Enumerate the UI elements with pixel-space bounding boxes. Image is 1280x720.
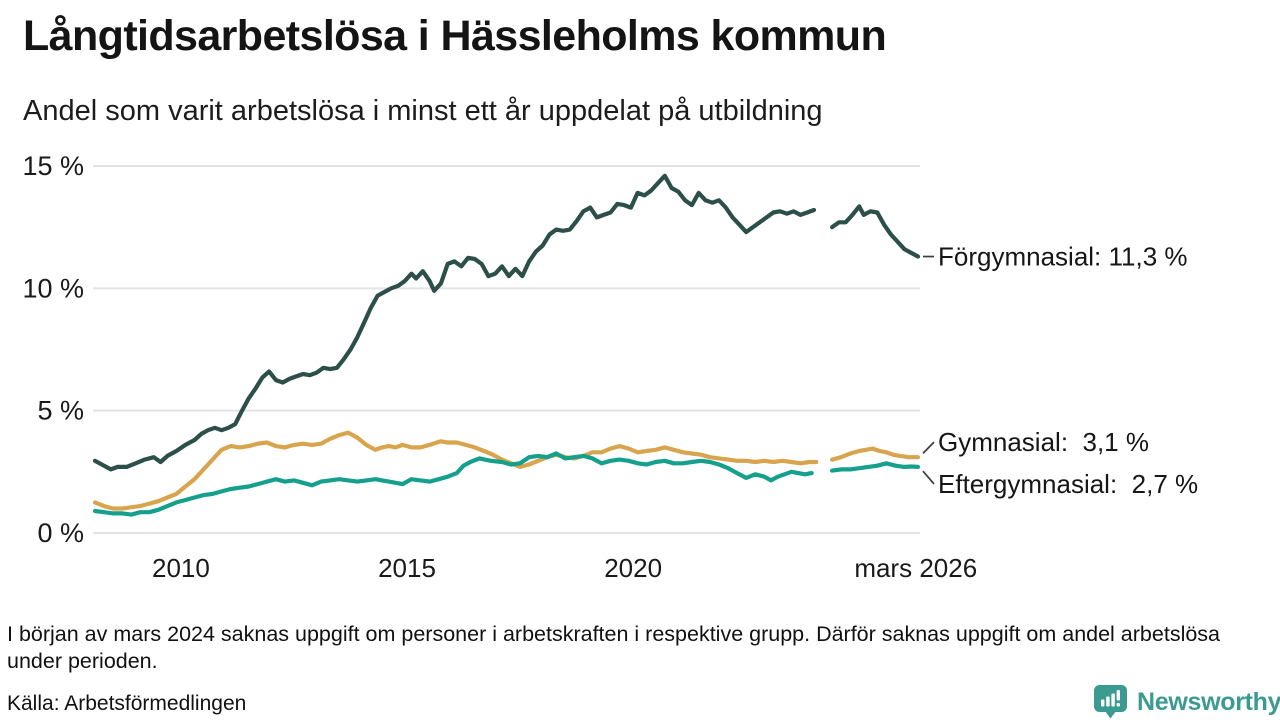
line-chart: 0 % 5 % 10 % 15 % 2010 2015 2020 mars 2026 Förgy…	[22, 151, 1198, 583]
series-line-eftergymnasial	[92, 451, 814, 517]
page-title: Långtidsarbetslösa i Hässleholms kommun	[23, 12, 887, 60]
x-axis-tick-label: mars 2026	[854, 553, 977, 583]
x-axis-tick-label: 2010	[152, 553, 210, 583]
y-axis-tick-label: 5 %	[37, 396, 84, 426]
newsworthy-pin-barchart-icon	[1094, 685, 1127, 719]
footnote: I början av mars 2024 saknas uppgift om …	[7, 622, 1221, 673]
series-end-label-förgymnasial: Förgymnasial: 11,3 %	[938, 242, 1188, 272]
series-end-label-gymnasial: Gymnasial: 3,1 %	[938, 427, 1149, 457]
source-caption: Källa: Arbetsförmedlingen	[7, 692, 247, 715]
page-subtitle: Andel som varit arbetslösa i minst ett å…	[23, 95, 823, 127]
series-line-förgymnasial	[829, 204, 921, 259]
label-leader-line	[922, 470, 935, 485]
series-line-gymnasial	[829, 446, 921, 462]
series-end-label-eftergymnasial: Eftergymnasial: 2,7 %	[938, 469, 1198, 499]
y-axis-tick-label: 15 %	[22, 151, 84, 181]
y-axis-tick-label: 0 %	[37, 518, 84, 548]
label-leader-line	[922, 441, 935, 454]
x-axis-tick-label: 2020	[604, 553, 662, 583]
newsworthy-logo: Newsworthy	[1093, 684, 1280, 720]
newsworthy-wordmark: Newsworthy	[1137, 687, 1280, 716]
series-line-eftergymnasial	[829, 461, 921, 473]
x-axis-tick-label: 2015	[378, 553, 436, 583]
series-line-gymnasial	[92, 430, 819, 511]
series-line-förgymnasial	[92, 173, 817, 472]
y-axis-tick-label: 10 %	[22, 273, 84, 303]
